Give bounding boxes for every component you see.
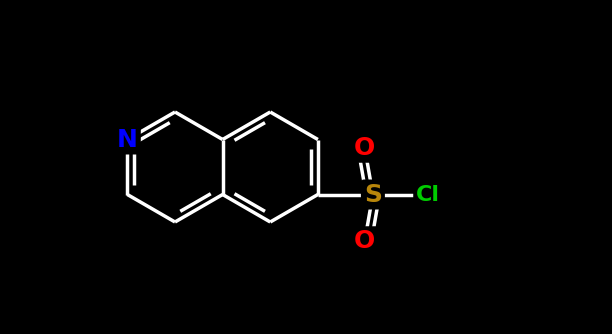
Text: O: O [354, 136, 375, 160]
Text: N: N [117, 128, 138, 152]
Text: Cl: Cl [416, 184, 440, 204]
Text: O: O [354, 229, 375, 253]
Text: S: S [364, 182, 382, 206]
